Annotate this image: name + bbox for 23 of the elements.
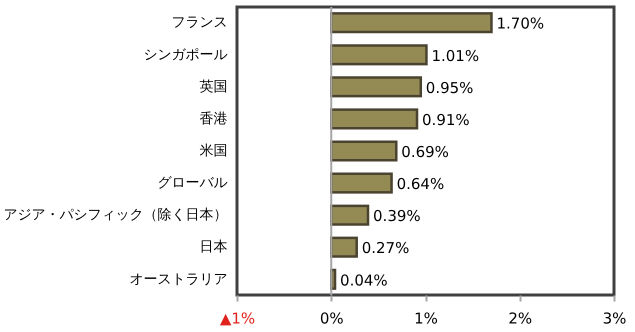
data-label: 0.39% bbox=[373, 207, 421, 226]
data-label: 0.69% bbox=[401, 143, 449, 161]
y-tick-label: オーストラリア bbox=[130, 271, 228, 288]
data-label: 0.91% bbox=[422, 110, 470, 129]
data-label: 0.27% bbox=[362, 239, 410, 258]
data-label: 0.64% bbox=[396, 175, 444, 194]
y-tick-label: 香港 bbox=[200, 110, 228, 127]
data-label: 1.01% bbox=[431, 46, 480, 65]
x-tick-label: 0% bbox=[320, 310, 344, 328]
x-tick-label: 3% bbox=[602, 310, 626, 328]
y-tick-label: シンガポール bbox=[144, 46, 228, 63]
y-tick-label: 英国 bbox=[200, 78, 228, 95]
data-label: 1.70% bbox=[496, 14, 544, 33]
x-tick-label: 1% bbox=[414, 310, 438, 328]
y-tick-label: 米国 bbox=[200, 143, 228, 159]
y-tick-label: アジア・パシフィック（除く日本） bbox=[4, 207, 228, 224]
y-tick-label: 日本 bbox=[200, 239, 228, 256]
y-tick-label: フランス bbox=[172, 14, 228, 31]
data-label: 0.95% bbox=[426, 78, 474, 97]
data-label: 0.04% bbox=[340, 271, 388, 290]
x-tick-label: 2% bbox=[508, 310, 532, 328]
x-tick-label: ▲1% bbox=[220, 310, 256, 328]
y-tick-label: グローバル bbox=[158, 175, 228, 192]
